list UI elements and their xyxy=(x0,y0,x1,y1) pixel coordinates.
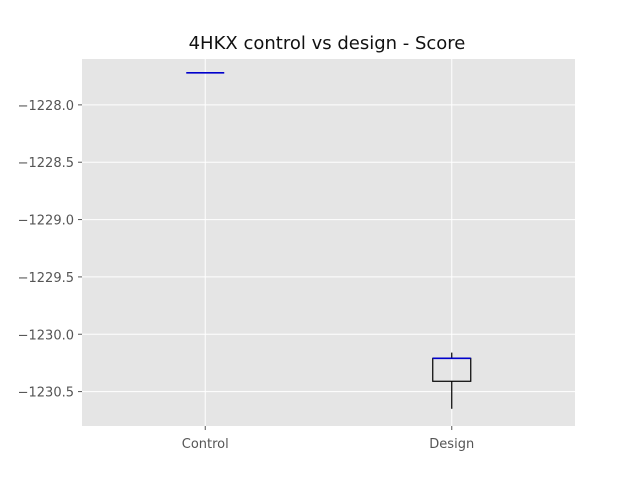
y-tick-label: −1230.5 xyxy=(18,386,74,401)
y-tick-label: −1229.5 xyxy=(18,271,74,286)
x-axis-ticks: Control Design xyxy=(182,426,474,452)
chart-title: 4HKX control vs design - Score xyxy=(189,33,466,54)
y-tick-label: −1228.0 xyxy=(18,99,74,114)
y-tick-label: −1228.5 xyxy=(18,156,74,171)
x-tick-label: Control xyxy=(182,437,229,452)
box-design xyxy=(432,352,472,409)
plot-area xyxy=(82,59,575,426)
x-tick-label: Design xyxy=(429,437,474,452)
y-tick-label: −1229.0 xyxy=(18,214,74,229)
box-plots xyxy=(186,71,472,409)
y-axis-ticks: −1228.0 −1228.5 −1229.0 −1229.5 −1230.0 −1230… xyxy=(18,99,82,401)
grid-lines xyxy=(82,59,575,426)
y-tick-label: −1230.0 xyxy=(18,328,74,343)
